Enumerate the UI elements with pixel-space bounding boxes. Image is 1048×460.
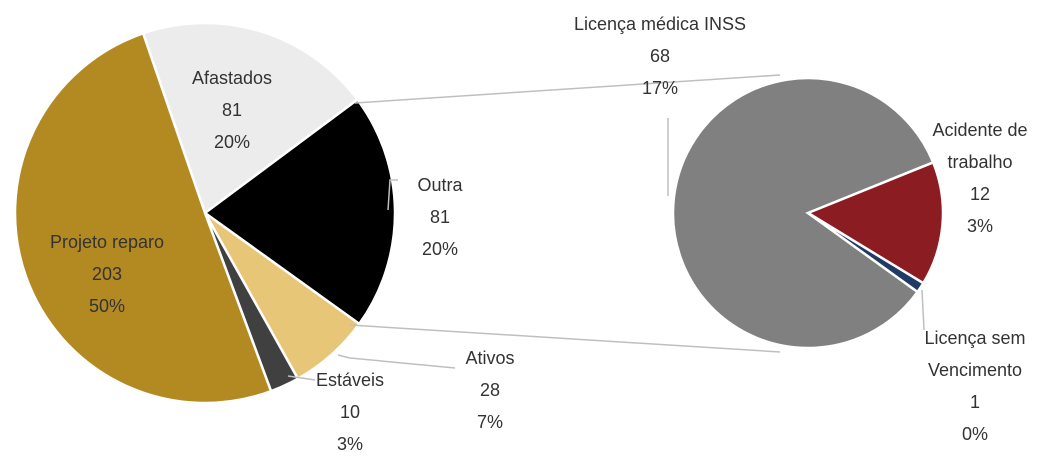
category-label: Licença sem Vencimento bbox=[924, 328, 1026, 380]
slices bbox=[13, 21, 945, 405]
category-label: Acidente de trabalho bbox=[932, 120, 1028, 172]
value-label: 81 bbox=[429, 207, 451, 227]
percent-label: 50% bbox=[88, 296, 126, 316]
pie-slice bbox=[202, 97, 397, 326]
data-label: Outra 81 20% bbox=[395, 169, 485, 265]
percent-label: 17% bbox=[641, 78, 679, 98]
value-label: 203 bbox=[91, 264, 123, 284]
percent-label: 3% bbox=[966, 216, 993, 236]
data-label: Licença médica INSS 68 17% bbox=[540, 8, 780, 104]
category-label: Afastados bbox=[191, 68, 273, 88]
value-label: 68 bbox=[649, 46, 671, 66]
data-label: Projeto reparo 203 50% bbox=[22, 226, 192, 322]
pie-slice bbox=[13, 31, 273, 405]
pie-slice bbox=[141, 21, 360, 216]
connector-line bbox=[354, 74, 781, 104]
pie-slice bbox=[671, 76, 935, 350]
value-label: 12 bbox=[969, 184, 991, 204]
data-label: Afastados 81 20% bbox=[172, 62, 292, 158]
connectors bbox=[287, 74, 925, 381]
category-label: Licença médica INSS bbox=[573, 14, 747, 34]
pie-slice bbox=[807, 211, 926, 294]
value-label: 10 bbox=[339, 402, 361, 422]
data-label: Ativos 28 7% bbox=[445, 342, 535, 438]
category-label: Outra bbox=[417, 175, 463, 195]
leader-line bbox=[387, 179, 398, 211]
leader-line bbox=[921, 289, 925, 331]
data-label: Acidente de trabalho 12 3% bbox=[918, 114, 1043, 242]
percent-label: 0% bbox=[961, 424, 988, 444]
leader-line bbox=[337, 354, 456, 369]
category-label: Estáveis bbox=[315, 370, 385, 390]
category-label: Ativos bbox=[465, 348, 515, 368]
leader-line bbox=[287, 375, 316, 381]
value-label: 28 bbox=[479, 380, 501, 400]
category-label: Projeto reparo bbox=[49, 232, 165, 252]
percent-label: 7% bbox=[476, 412, 503, 432]
percent-label: 20% bbox=[421, 239, 459, 259]
data-label: Estáveis 10 3% bbox=[305, 364, 395, 460]
percent-label: 3% bbox=[336, 434, 363, 454]
pie-slice bbox=[805, 160, 945, 285]
value-label: 1 bbox=[969, 392, 980, 412]
value-label: 81 bbox=[221, 100, 243, 120]
connector-line bbox=[349, 324, 781, 353]
percent-label: 20% bbox=[213, 132, 251, 152]
data-label: Licença sem Vencimento 1 0% bbox=[910, 322, 1040, 450]
